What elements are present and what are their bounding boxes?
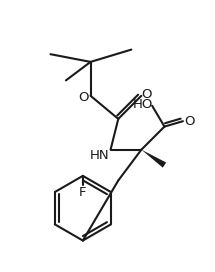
Text: F: F: [79, 186, 87, 199]
Text: O: O: [141, 88, 152, 101]
Text: HN: HN: [90, 149, 110, 162]
Text: O: O: [78, 91, 89, 104]
Text: O: O: [184, 115, 194, 128]
Polygon shape: [141, 150, 166, 168]
Text: HO: HO: [133, 98, 153, 111]
